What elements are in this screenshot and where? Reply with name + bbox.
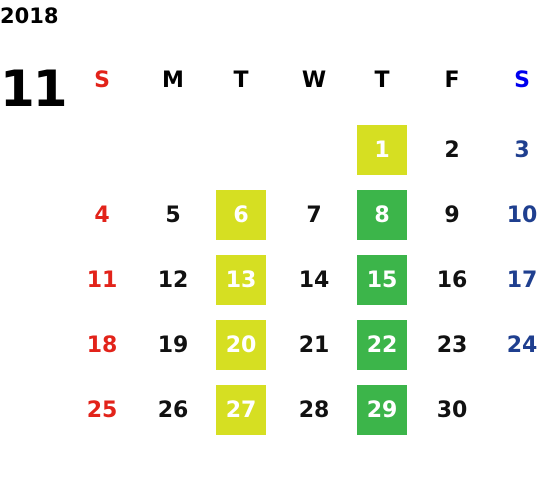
weekday-label: W [301,67,327,93]
highlighted-day: 27 [216,385,266,435]
highlighted-day: 22 [357,320,407,370]
day: 14 [298,267,330,293]
day: 3 [514,137,530,163]
day: 9 [444,202,460,228]
highlighted-day: 1 [357,125,407,175]
day: 2 [444,137,460,163]
day: 5 [165,202,181,228]
day: 18 [86,332,118,358]
day: 7 [306,202,322,228]
day: 11 [86,267,118,293]
highlighted-day: 20 [216,320,266,370]
weekday-label: T [374,67,390,93]
weekday-label: M [162,67,184,93]
day: 19 [157,332,189,358]
day: 25 [86,397,118,423]
month: 11 [0,60,68,118]
weekday-label: S [514,67,530,93]
day: 10 [506,202,538,228]
weekday-label: F [444,67,460,93]
day: 26 [157,397,189,423]
day: 12 [157,267,189,293]
highlighted-day: 29 [357,385,407,435]
day: 24 [506,332,538,358]
day: 28 [298,397,330,423]
day: 16 [436,267,468,293]
weekday-label: T [233,67,249,93]
day: 17 [506,267,538,293]
highlighted-day: 8 [357,190,407,240]
day: 30 [436,397,468,423]
day: 4 [94,202,110,228]
year: 2018 [0,4,59,28]
day: 21 [298,332,330,358]
weekday-label: S [94,67,110,93]
highlighted-day: 15 [357,255,407,305]
highlighted-day: 6 [216,190,266,240]
day: 23 [436,332,468,358]
highlighted-day: 13 [216,255,266,305]
